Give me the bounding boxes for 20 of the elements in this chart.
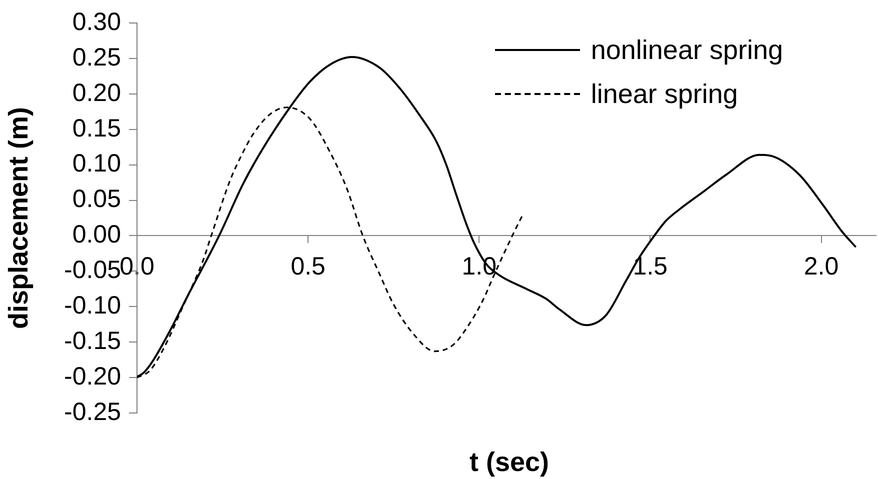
y-tick-label: 0.25 (72, 43, 121, 72)
y-tick-label: -0.25 (64, 398, 121, 426)
x-tick-label: 2.0 (804, 252, 839, 281)
y-tick-label: 0.10 (72, 150, 121, 178)
x-axis-title: t (sec) (470, 446, 550, 478)
y-tick-label: -0.10 (64, 292, 121, 320)
x-tick-label: 1.5 (632, 252, 668, 281)
legend-label: linear spring (590, 78, 738, 110)
y-tick-label: 0.00 (72, 220, 121, 249)
y-tick-label: 0.20 (72, 78, 121, 107)
y-tick-label: -0.15 (64, 326, 121, 355)
x-tick-label: 0.0 (120, 252, 154, 281)
x-tick-label: 0.5 (290, 252, 326, 281)
y-tick-label: 0.15 (72, 114, 121, 142)
y-tick-label: 0.30 (72, 8, 121, 36)
y-tick-label: -0.20 (64, 362, 121, 390)
y-axis-title: displacement (m) (4, 106, 34, 330)
y-tick-label: -0.05 (64, 256, 121, 284)
y-tick-label: 0.05 (72, 185, 121, 214)
legend-label: nonlinear spring (590, 34, 783, 66)
